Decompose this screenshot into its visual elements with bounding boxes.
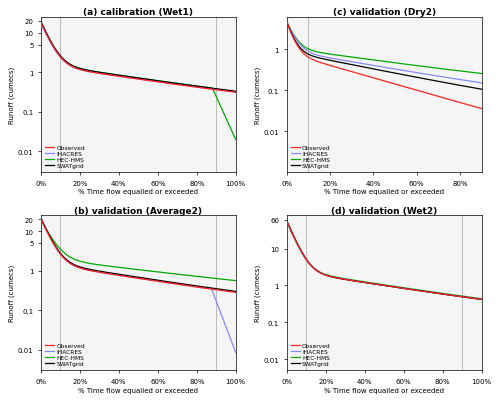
- Title: (d) validation (Wet2): (d) validation (Wet2): [331, 206, 438, 215]
- Legend: Observed, IHACRES, HEC-HMS, SWATgrid: Observed, IHACRES, HEC-HMS, SWATgrid: [290, 342, 332, 367]
- X-axis label: % Time flow equalled or exceeded: % Time flow equalled or exceeded: [324, 387, 444, 393]
- Legend: Observed, IHACRES, HEC-HMS, SWATgrid: Observed, IHACRES, HEC-HMS, SWATgrid: [290, 144, 332, 170]
- Title: (a) calibration (Wet1): (a) calibration (Wet1): [84, 8, 194, 17]
- Legend: Observed, IHACRES, HEC-HMS, SWATgrid: Observed, IHACRES, HEC-HMS, SWATgrid: [44, 144, 86, 170]
- X-axis label: % Time flow equalled or exceeded: % Time flow equalled or exceeded: [324, 189, 444, 195]
- Y-axis label: Runoff (cumecs): Runoff (cumecs): [254, 67, 260, 124]
- X-axis label: % Time flow equalled or exceeded: % Time flow equalled or exceeded: [78, 189, 198, 195]
- Legend: Observed, IHACRES, HEC-HMS, SWATgrid: Observed, IHACRES, HEC-HMS, SWATgrid: [44, 342, 86, 367]
- Y-axis label: Runoff (cumecs): Runoff (cumecs): [8, 67, 15, 124]
- Title: (b) validation (Average2): (b) validation (Average2): [74, 206, 202, 215]
- Y-axis label: Runoff (cumecs): Runoff (cumecs): [8, 265, 15, 322]
- X-axis label: % Time flow equalled or exceeded: % Time flow equalled or exceeded: [78, 387, 198, 393]
- Y-axis label: Runoff (cumecs): Runoff (cumecs): [254, 265, 260, 322]
- Title: (c) validation (Dry2): (c) validation (Dry2): [332, 8, 436, 17]
